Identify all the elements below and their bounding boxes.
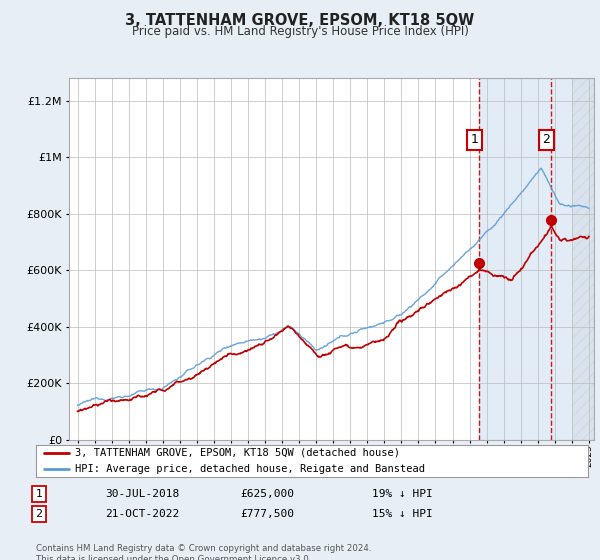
Text: 30-JUL-2018: 30-JUL-2018 (105, 489, 179, 499)
Text: 3, TATTENHAM GROVE, EPSOM, KT18 5QW: 3, TATTENHAM GROVE, EPSOM, KT18 5QW (125, 13, 475, 28)
Text: Contains HM Land Registry data © Crown copyright and database right 2024.
This d: Contains HM Land Registry data © Crown c… (36, 544, 371, 560)
Text: Price paid vs. HM Land Registry's House Price Index (HPI): Price paid vs. HM Land Registry's House … (131, 25, 469, 39)
Text: HPI: Average price, detached house, Reigate and Banstead: HPI: Average price, detached house, Reig… (74, 464, 425, 474)
Text: 1: 1 (35, 489, 43, 499)
Text: 2: 2 (542, 133, 550, 146)
Bar (572, 78, 594, 440)
Text: 3, TATTENHAM GROVE, EPSOM, KT18 5QW (detached house): 3, TATTENHAM GROVE, EPSOM, KT18 5QW (det… (74, 448, 400, 458)
Text: £777,500: £777,500 (240, 509, 294, 519)
Text: 1: 1 (470, 133, 478, 146)
Text: 15% ↓ HPI: 15% ↓ HPI (372, 509, 433, 519)
Text: £625,000: £625,000 (240, 489, 294, 499)
Text: 21-OCT-2022: 21-OCT-2022 (105, 509, 179, 519)
Text: 2: 2 (35, 509, 43, 519)
Bar (479, 78, 594, 440)
Text: 19% ↓ HPI: 19% ↓ HPI (372, 489, 433, 499)
